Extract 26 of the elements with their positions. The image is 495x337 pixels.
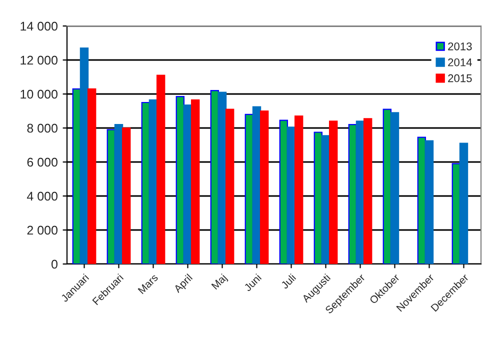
bar [294,116,304,264]
bar [260,110,269,264]
bar [390,112,400,264]
bar [156,74,166,264]
bar [424,140,434,264]
bar [122,127,131,264]
y-tick-label: 14 000 [20,22,58,31]
bar [225,108,234,264]
legend-label: 2013 [448,42,472,50]
y-tick-label: 6 000 [27,158,58,167]
bar [190,99,200,264]
y-tick-label: 2 000 [27,226,58,235]
bar [328,120,338,264]
bar [87,88,96,264]
x-tick-label: Maj [210,274,229,292]
y-tick-label: 10 000 [20,90,58,99]
y-tick-label: 12 000 [20,56,58,65]
bar [459,142,468,264]
y-tick-label: 8 000 [27,124,58,133]
y-tick-label: 4 000 [26,192,58,201]
x-tick-label: Juni [243,274,262,292]
x-tick-label: Juli [280,274,296,290]
legend-label: 2014 [448,58,472,66]
legend-label: 2015 [448,74,472,82]
y-tick-label: 0 [52,260,58,269]
bar [363,118,372,264]
